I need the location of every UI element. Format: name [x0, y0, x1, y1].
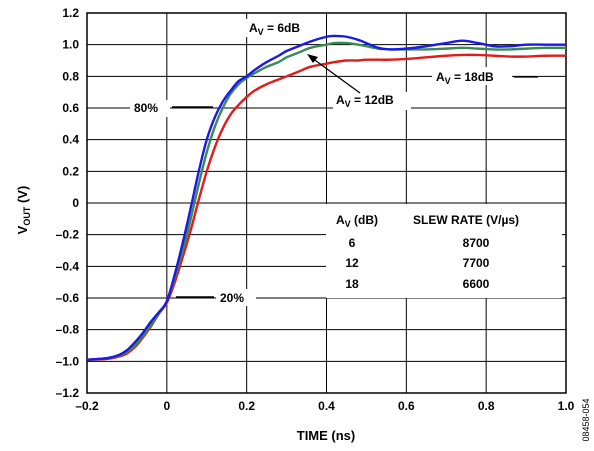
y-tick-label: 0.8 — [62, 69, 79, 83]
x-tick-label: –0.2 — [75, 399, 99, 413]
y-tick-label: –0.2 — [56, 228, 80, 242]
slew-rate-table: AV (dB) SLEW RATE (V/µs) 6 8700 12 7700 … — [326, 204, 562, 298]
pct20-label: 20% — [220, 291, 244, 305]
series-line-av-6db — [86, 34, 566, 361]
plot-border — [86, 12, 567, 394]
figure-id: 08458-054 — [581, 398, 591, 441]
pct80-label: 80% — [134, 101, 158, 115]
av18-label: AV = 18dB — [436, 70, 494, 86]
table-slew-1: 7700 — [463, 256, 490, 270]
table-gain-1: 12 — [345, 256, 359, 270]
y-tick-label: –0.4 — [56, 259, 80, 273]
pct80-bg — [130, 100, 170, 117]
x-tick-label: 0.6 — [398, 399, 415, 413]
table-gain-0: 6 — [349, 236, 356, 250]
x-tick-label: 0 — [163, 399, 170, 413]
y-tick-label: –0.6 — [56, 291, 80, 305]
av12-arrow-line — [311, 57, 361, 94]
av12-arrow-head — [307, 54, 318, 63]
x-tick-label: 1.0 — [558, 399, 575, 413]
table-gain-2: 18 — [345, 277, 359, 291]
av6-label: AV = 6dB — [249, 21, 300, 37]
av12-label: AV = 12dB — [336, 93, 394, 109]
x-tick-label: 0.2 — [238, 399, 255, 413]
series-lines — [86, 34, 567, 361]
y-tick-label: 0.2 — [62, 164, 79, 178]
table-header-gain: AV (dB) — [336, 213, 378, 229]
table-header-slew: SLEW RATE (V/µs) — [413, 213, 519, 227]
annotations: AV = 6dB AV = 12dB AV = 18dB 80% 20% — [130, 19, 538, 306]
plot-frame — [86, 12, 567, 394]
y-tick-label: –1.2 — [56, 386, 80, 400]
av18-label-bg — [432, 67, 512, 85]
av6-label-bg — [245, 19, 313, 37]
table-slew-2: 6600 — [463, 277, 490, 291]
x-axis-title: TIME (ns) — [297, 428, 356, 443]
y-tick-label: 1.0 — [62, 38, 79, 52]
x-tick-label: 0.8 — [478, 399, 495, 413]
tick-labels: –0.2 0 0.2 0.4 0.6 0.8 1.0 1.2 1.0 0.8 0.6 0.4 0.2 0 –… — [56, 6, 575, 413]
y-tick-label: 0.4 — [62, 133, 79, 147]
y-axis-title: VOUT (V) — [15, 186, 32, 235]
y-tick-label: –1.0 — [56, 354, 80, 368]
y-tick-label: 1.2 — [62, 6, 79, 20]
y-tick-label: 0.6 — [62, 101, 79, 115]
table-slew-0: 8700 — [463, 236, 490, 250]
pct20-bg — [216, 289, 256, 306]
y-tick-label: 0 — [72, 196, 79, 210]
slew-table-bg — [326, 204, 562, 298]
y-tick-label: –0.8 — [56, 323, 80, 337]
x-tick-label: 0.4 — [318, 399, 335, 413]
av12-label-bg — [333, 92, 411, 110]
